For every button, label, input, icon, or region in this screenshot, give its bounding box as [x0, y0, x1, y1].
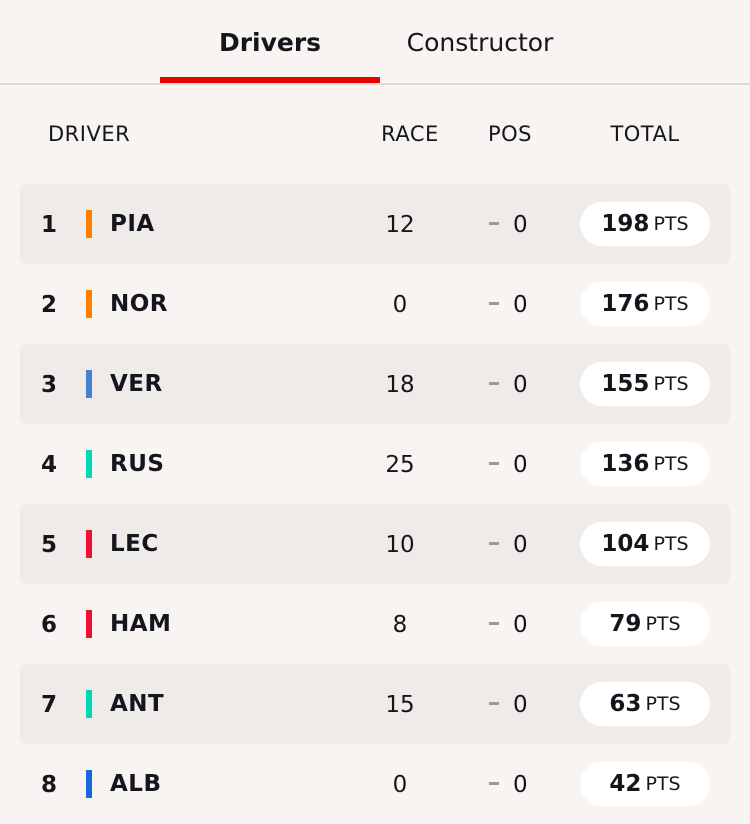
total-points-pill: 155 PTS — [580, 362, 710, 406]
standings-list: 1 PIA 12 0 198 PTS 2 NOR 0 0 176 PTS 3 V… — [20, 184, 730, 824]
race-points: 15 — [385, 692, 415, 718]
row-position: 2 — [41, 292, 58, 318]
position-change-dash-icon — [489, 462, 499, 465]
column-header-total: TOTAL — [610, 122, 680, 146]
team-color-bar — [86, 690, 92, 718]
driver-code: ALB — [110, 771, 162, 797]
row-position: 5 — [41, 532, 58, 558]
driver-code: VER — [110, 371, 163, 397]
race-points: 10 — [385, 532, 415, 558]
total-points: 136 — [601, 451, 650, 477]
points-unit: PTS — [653, 293, 689, 315]
position-change: 0 — [513, 372, 528, 398]
total-points: 79 — [609, 611, 642, 637]
race-points: 12 — [385, 212, 415, 238]
points-unit: PTS — [645, 693, 681, 715]
row-position: 3 — [41, 372, 58, 398]
race-points: 25 — [385, 452, 415, 478]
position-change-dash-icon — [489, 382, 499, 385]
position-change: 0 — [513, 772, 528, 798]
total-points-pill: 104 PTS — [580, 522, 710, 566]
row-position: 4 — [41, 452, 58, 478]
race-points: 0 — [392, 772, 408, 798]
total-points: 155 — [601, 371, 650, 397]
total-points: 176 — [601, 291, 650, 317]
position-change-dash-icon — [489, 222, 499, 225]
total-points-pill: 176 PTS — [580, 282, 710, 326]
position-change: 0 — [513, 612, 528, 638]
team-color-bar — [86, 370, 92, 398]
team-color-bar — [86, 210, 92, 238]
driver-code: HAM — [110, 611, 172, 637]
column-header-pos: POS — [487, 122, 533, 146]
table-row[interactable]: 6 HAM 8 0 79 PTS — [20, 584, 730, 664]
points-unit: PTS — [653, 373, 689, 395]
table-row[interactable]: 2 NOR 0 0 176 PTS — [20, 264, 730, 344]
table-row[interactable]: 8 ALB 0 0 42 PTS — [20, 744, 730, 824]
points-unit: PTS — [653, 213, 689, 235]
race-points: 18 — [385, 372, 415, 398]
team-color-bar — [86, 290, 92, 318]
active-tab-indicator — [160, 77, 380, 83]
tab-drivers[interactable]: Drivers — [218, 27, 322, 57]
table-row[interactable]: 4 RUS 25 0 136 PTS — [20, 424, 730, 504]
points-unit: PTS — [653, 533, 689, 555]
position-change: 0 — [513, 212, 528, 238]
table-row[interactable]: 7 ANT 15 0 63 PTS — [20, 664, 730, 744]
table-row[interactable]: 5 LEC 10 0 104 PTS — [20, 504, 730, 584]
position-change-dash-icon — [489, 622, 499, 625]
total-points-pill: 198 PTS — [580, 202, 710, 246]
driver-code: PIA — [110, 211, 155, 237]
row-position: 1 — [41, 212, 58, 238]
position-change-dash-icon — [489, 702, 499, 705]
team-color-bar — [86, 530, 92, 558]
driver-code: RUS — [110, 451, 165, 477]
total-points-pill: 79 PTS — [580, 602, 710, 646]
points-unit: PTS — [653, 453, 689, 475]
column-header-race: RACE — [381, 122, 439, 146]
total-points-pill: 63 PTS — [580, 682, 710, 726]
position-change: 0 — [513, 532, 528, 558]
total-points-pill: 136 PTS — [580, 442, 710, 486]
row-position: 7 — [41, 692, 58, 718]
race-points: 8 — [392, 612, 408, 638]
table-header: DRIVER RACE POS TOTAL — [0, 110, 750, 160]
position-change: 0 — [513, 692, 528, 718]
total-points: 104 — [601, 531, 650, 557]
race-points: 0 — [392, 292, 408, 318]
total-points: 63 — [609, 691, 642, 717]
standings-tabs: Drivers Constructor — [0, 0, 750, 85]
table-row[interactable]: 3 VER 18 0 155 PTS — [20, 344, 730, 424]
table-row[interactable]: 1 PIA 12 0 198 PTS — [20, 184, 730, 264]
row-position: 6 — [41, 612, 58, 638]
column-header-driver: DRIVER — [48, 122, 131, 146]
team-color-bar — [86, 450, 92, 478]
tab-constructor[interactable]: Constructor — [406, 27, 554, 57]
total-points-pill: 42 PTS — [580, 762, 710, 806]
row-position: 8 — [41, 772, 58, 798]
position-change: 0 — [513, 452, 528, 478]
driver-code: NOR — [110, 291, 169, 317]
position-change-dash-icon — [489, 302, 499, 305]
driver-code: LEC — [110, 531, 159, 557]
driver-code: ANT — [110, 691, 165, 717]
position-change-dash-icon — [489, 542, 499, 545]
position-change: 0 — [513, 292, 528, 318]
team-color-bar — [86, 770, 92, 798]
points-unit: PTS — [645, 613, 681, 635]
team-color-bar — [86, 610, 92, 638]
points-unit: PTS — [645, 773, 681, 795]
position-change-dash-icon — [489, 782, 499, 785]
total-points: 42 — [609, 771, 642, 797]
total-points: 198 — [601, 211, 650, 237]
